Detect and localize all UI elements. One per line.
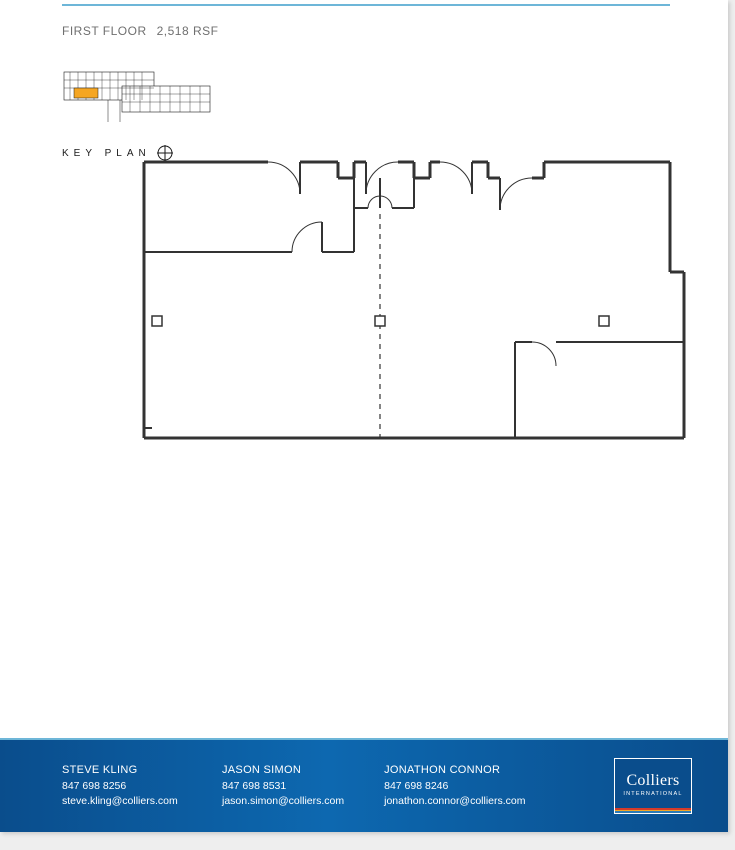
contact-2: JASON SIMON 847 698 8531 jason.simon@col… bbox=[222, 762, 344, 810]
keyplan-thumbnail bbox=[62, 64, 214, 136]
page: FIRST FLOOR 2,518 RSF bbox=[0, 0, 728, 832]
north-icon bbox=[157, 145, 173, 161]
logo: Colliers INTERNATIONAL bbox=[614, 758, 692, 814]
contact-3-email[interactable]: jonathon.connor@colliers.com bbox=[384, 795, 525, 807]
contact-1-email[interactable]: steve.kling@colliers.com bbox=[62, 795, 178, 807]
contact-2-name: JASON SIMON bbox=[222, 762, 344, 779]
contact-2-email[interactable]: jason.simon@colliers.com bbox=[222, 795, 344, 807]
header-rule bbox=[62, 4, 670, 6]
logo-stripes bbox=[615, 808, 691, 813]
keyplan: KEY PLAN bbox=[62, 64, 222, 161]
logo-subline: INTERNATIONAL bbox=[623, 791, 682, 797]
contact-2-phone: 847 698 8531 bbox=[222, 779, 344, 795]
contact-1-name: STEVE KLING bbox=[62, 762, 182, 779]
contact-3: JONATHON CONNOR 847 698 8246 jonathon.co… bbox=[384, 762, 525, 810]
floor-text: FIRST FLOOR bbox=[62, 24, 147, 38]
floorplan-svg bbox=[140, 160, 690, 450]
floorplan bbox=[140, 160, 690, 450]
contact-3-phone: 847 698 8246 bbox=[384, 779, 525, 795]
contact-1: STEVE KLING 847 698 8256 steve.kling@col… bbox=[62, 762, 182, 810]
floor-label: FIRST FLOOR 2,518 RSF bbox=[62, 24, 219, 38]
keyplan-label-row: KEY PLAN bbox=[62, 145, 222, 161]
logo-brand: Colliers bbox=[626, 772, 679, 790]
stripe-3 bbox=[615, 811, 691, 813]
contact-1-phone: 847 698 8256 bbox=[62, 779, 182, 795]
contact-3-name: JONATHON CONNOR bbox=[384, 762, 525, 779]
keyplan-label: KEY PLAN bbox=[62, 148, 151, 159]
area-text: 2,518 RSF bbox=[157, 24, 219, 38]
